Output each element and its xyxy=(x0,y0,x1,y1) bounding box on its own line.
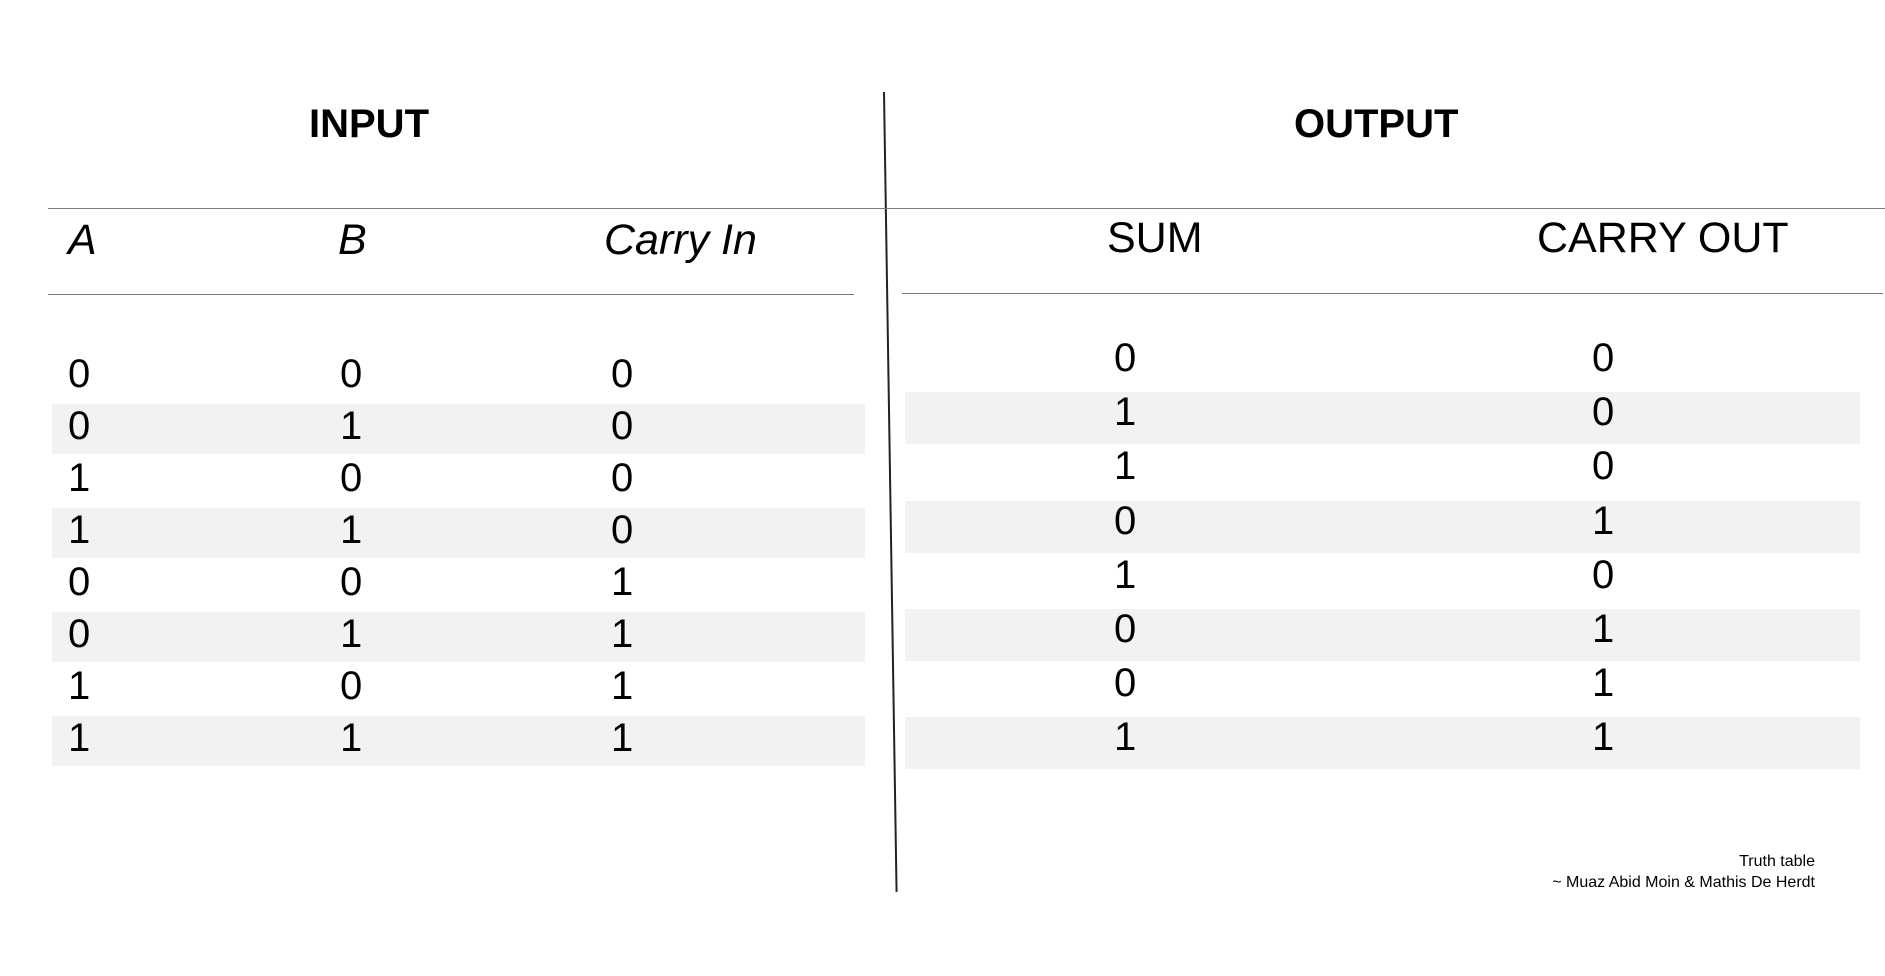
input-cell-a: 1 xyxy=(68,716,91,760)
input-cell-b: 0 xyxy=(340,560,363,604)
input-cell-carry-in: 1 xyxy=(611,612,634,656)
output-cell-sum: 0 xyxy=(1114,607,1137,651)
input-cell-a: 1 xyxy=(68,456,91,500)
column-header-carry-out: CARRY OUT xyxy=(1537,214,1789,262)
input-cell-b: 0 xyxy=(340,352,363,396)
input-cell-carry-in: 0 xyxy=(611,456,634,500)
output-cell-carry-out: 0 xyxy=(1592,552,1615,597)
credit-title: Truth table xyxy=(1739,853,1815,870)
input-cell-carry-in: 0 xyxy=(611,404,634,448)
header-top-rule xyxy=(48,208,1885,209)
input-row-stripe xyxy=(52,612,865,662)
input-cell-b: 1 xyxy=(340,716,363,760)
input-cell-carry-in: 0 xyxy=(611,352,634,396)
input-cell-carry-in: 1 xyxy=(611,716,634,760)
output-row-stripe xyxy=(905,392,1860,445)
credit-authors: ~ Muaz Abid Moin & Mathis De Herdt xyxy=(1552,874,1815,891)
input-row-stripe xyxy=(52,716,865,766)
output-cell-carry-out: 1 xyxy=(1592,715,1615,760)
output-row-stripe xyxy=(905,717,1860,770)
output-cell-sum: 1 xyxy=(1114,444,1137,489)
input-row-stripe xyxy=(52,404,865,454)
credit-note: Truth table ~ Muaz Abid Moin & Mathis De… xyxy=(1552,851,1815,893)
output-section-title: OUTPUT xyxy=(1294,102,1459,146)
input-cell-a: 1 xyxy=(68,664,91,708)
input-cell-b: 1 xyxy=(340,612,363,656)
output-cell-sum: 1 xyxy=(1114,552,1137,597)
input-cell-carry-in: 0 xyxy=(611,508,634,552)
output-cell-sum: 1 xyxy=(1114,390,1137,435)
output-header-rule xyxy=(902,293,1883,294)
input-cell-b: 1 xyxy=(340,404,363,448)
output-cell-carry-out: 0 xyxy=(1592,444,1615,489)
input-cell-a: 0 xyxy=(68,352,91,396)
input-cell-carry-in: 1 xyxy=(611,664,634,708)
output-cell-carry-out: 1 xyxy=(1592,498,1615,543)
output-cell-sum: 0 xyxy=(1114,336,1137,380)
input-section-title: INPUT xyxy=(309,102,429,146)
input-cell-b: 1 xyxy=(340,508,363,552)
output-cell-carry-out: 1 xyxy=(1592,661,1615,706)
output-cell-carry-out: 0 xyxy=(1592,390,1615,435)
column-header-carry-in: Carry In xyxy=(604,216,757,264)
output-cell-sum: 0 xyxy=(1114,498,1137,543)
output-cell-sum: 0 xyxy=(1114,661,1137,706)
input-row-stripe xyxy=(52,508,865,558)
input-cell-a: 0 xyxy=(68,612,91,656)
input-cell-a: 0 xyxy=(68,404,91,448)
output-row-stripe xyxy=(905,609,1860,661)
input-cell-a: 0 xyxy=(68,560,91,604)
column-header-a: A xyxy=(68,216,97,264)
column-header-sum: SUM xyxy=(1107,214,1203,262)
output-cell-carry-out: 1 xyxy=(1592,607,1615,651)
output-cell-carry-out: 0 xyxy=(1592,336,1615,380)
output-row-stripe xyxy=(905,500,1860,553)
input-cell-b: 0 xyxy=(340,664,363,708)
column-header-b: B xyxy=(338,216,367,264)
section-divider xyxy=(883,91,898,892)
input-header-rule xyxy=(48,294,854,295)
input-cell-carry-in: 1 xyxy=(611,560,634,604)
input-cell-a: 1 xyxy=(68,508,91,552)
output-cell-sum: 1 xyxy=(1114,715,1137,760)
input-cell-b: 0 xyxy=(340,456,363,500)
